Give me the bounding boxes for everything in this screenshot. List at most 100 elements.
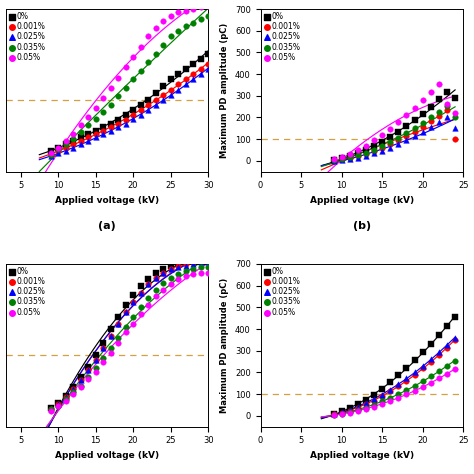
Point (77, 376, 84, 384)
Point (330, 156, 337, 164)
Point (129, 106, 137, 114)
Point (394, 134, 402, 142)
Point (197, 65, 204, 73)
Point (435, 108, 443, 116)
Point (145, 58, 152, 66)
Y-axis label: Maximum PD amplitude (pC): Maximum PD amplitude (pC) (220, 23, 229, 158)
Point (451, 114, 459, 121)
Point (114, 92, 122, 100)
Point (92, 127, 100, 135)
Point (47, 406, 55, 413)
Point (84, 363, 92, 371)
Point (47, 151, 55, 158)
Point (338, 156, 346, 164)
Point (92, 115, 100, 122)
Point (386, 379, 394, 386)
Point (411, 133, 419, 140)
Point (197, 70, 204, 78)
Point (370, 395, 378, 403)
Point (69, 136, 77, 143)
Point (427, 358, 435, 365)
Point (403, 137, 410, 144)
Point (122, 323, 129, 331)
Point (159, 91, 167, 99)
Point (69, 385, 77, 393)
Point (386, 125, 394, 132)
Point (174, 81, 182, 88)
Point (403, 129, 410, 137)
Point (204, 65, 212, 73)
Point (411, 356, 419, 364)
Point (167, 75, 174, 83)
Point (152, 24, 159, 32)
Point (451, 136, 459, 143)
Point (137, 67, 145, 74)
Point (362, 150, 370, 157)
Point (152, 50, 159, 57)
Point (427, 114, 435, 121)
Point (129, 75, 137, 83)
Point (55, 149, 62, 157)
Point (100, 94, 107, 102)
Point (443, 341, 451, 349)
Point (174, 9, 182, 16)
Point (152, 292, 159, 300)
Point (362, 400, 370, 407)
Point (419, 348, 427, 356)
Point (338, 153, 346, 161)
Point (69, 130, 77, 138)
Legend: 0%, 0.001%, 0.025%, 0.035%, 0.05%: 0%, 0.001%, 0.025%, 0.035%, 0.05% (8, 11, 46, 63)
Point (159, 265, 167, 273)
Point (370, 147, 378, 155)
Point (62, 147, 69, 155)
Point (362, 405, 370, 413)
Point (190, 265, 197, 273)
Point (403, 374, 410, 382)
Point (129, 53, 137, 61)
Point (84, 373, 92, 381)
Point (346, 154, 354, 162)
Point (362, 396, 370, 404)
Point (204, 60, 212, 68)
Point (419, 365, 427, 372)
Point (152, 274, 159, 282)
Point (394, 380, 402, 388)
Point (362, 404, 370, 411)
Point (435, 367, 443, 375)
Point (354, 401, 362, 408)
Point (338, 410, 346, 418)
Point (386, 388, 394, 395)
Point (100, 108, 107, 116)
Point (394, 128, 402, 136)
Point (427, 103, 435, 110)
Point (129, 298, 137, 305)
Point (137, 289, 145, 297)
Point (403, 132, 410, 140)
Point (47, 407, 55, 415)
Point (167, 86, 174, 93)
Point (107, 325, 114, 333)
Legend: 0%, 0.001%, 0.025%, 0.035%, 0.05%: 0%, 0.001%, 0.025%, 0.035%, 0.05% (8, 266, 46, 318)
Point (62, 394, 69, 401)
Point (386, 144, 394, 151)
Point (137, 101, 145, 109)
Point (346, 406, 354, 414)
X-axis label: Applied voltage (kV): Applied voltage (kV) (310, 196, 414, 205)
Point (190, 257, 197, 264)
Point (159, 41, 167, 49)
Point (386, 394, 394, 402)
Point (145, 275, 152, 283)
Point (159, 269, 167, 276)
Point (77, 383, 84, 391)
Point (47, 406, 55, 413)
Point (427, 118, 435, 125)
Y-axis label: Maximum PD amplitude (pC): Maximum PD amplitude (pC) (220, 278, 229, 413)
Point (443, 106, 451, 114)
Point (443, 102, 451, 109)
Point (129, 115, 137, 122)
Point (137, 310, 145, 318)
Point (378, 147, 386, 155)
Point (100, 344, 107, 352)
Point (92, 105, 100, 112)
Point (378, 398, 386, 405)
